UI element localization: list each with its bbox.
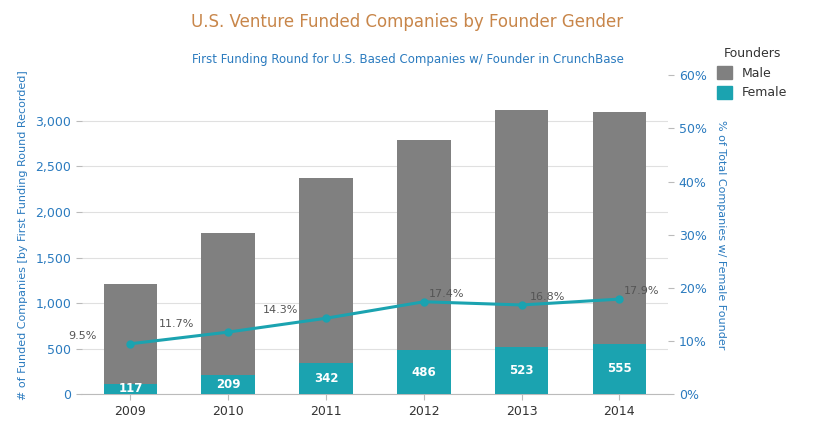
Bar	[397, 350, 451, 394]
Bar	[495, 110, 548, 346]
Text: 117: 117	[118, 382, 143, 396]
Legend: Male, Female: Male, Female	[712, 42, 792, 105]
Bar	[201, 375, 255, 394]
Text: 14.3%: 14.3%	[263, 305, 298, 315]
Bar	[495, 346, 548, 394]
Text: 16.8%: 16.8%	[530, 292, 565, 302]
Text: 342: 342	[314, 372, 338, 385]
Bar	[299, 363, 353, 394]
Text: 9.5%: 9.5%	[68, 330, 96, 341]
Text: 209: 209	[216, 378, 240, 391]
Text: 17.4%: 17.4%	[429, 288, 465, 299]
Bar	[593, 112, 646, 344]
Y-axis label: % of Total Companies w/ Female Founder: % of Total Companies w/ Female Founder	[716, 120, 726, 350]
Text: U.S. Venture Funded Companies by Founder Gender: U.S. Venture Funded Companies by Founder…	[192, 13, 623, 31]
Bar	[201, 233, 255, 375]
Text: 11.7%: 11.7%	[159, 319, 194, 329]
Text: First Funding Round for U.S. Based Companies w/ Founder in CrunchBase: First Funding Round for U.S. Based Compa…	[192, 53, 623, 66]
Text: 555: 555	[607, 362, 632, 376]
Bar	[104, 284, 157, 384]
Bar	[104, 384, 157, 394]
Text: 486: 486	[412, 365, 436, 379]
Bar	[397, 140, 451, 350]
Text: 17.9%: 17.9%	[624, 286, 660, 296]
Y-axis label: # of Funded Companies [by First Funding Round Recorded]: # of Funded Companies [by First Funding …	[18, 70, 29, 400]
Bar	[593, 344, 646, 394]
Text: 523: 523	[509, 364, 534, 377]
Bar	[299, 178, 353, 363]
